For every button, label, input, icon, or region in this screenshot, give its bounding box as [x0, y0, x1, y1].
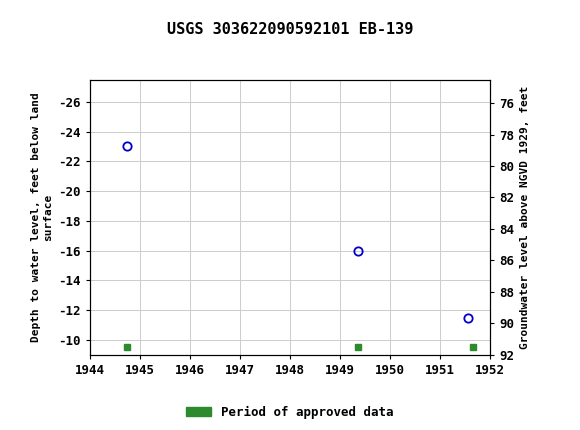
Text: USGS: USGS — [38, 9, 93, 27]
Y-axis label: Groundwater level above NGVD 1929, feet: Groundwater level above NGVD 1929, feet — [520, 86, 530, 349]
Text: USGS 303622090592101 EB-139: USGS 303622090592101 EB-139 — [167, 22, 413, 37]
Y-axis label: Depth to water level, feet below land
surface: Depth to water level, feet below land su… — [31, 92, 53, 342]
Legend: Period of approved data: Period of approved data — [181, 401, 399, 424]
